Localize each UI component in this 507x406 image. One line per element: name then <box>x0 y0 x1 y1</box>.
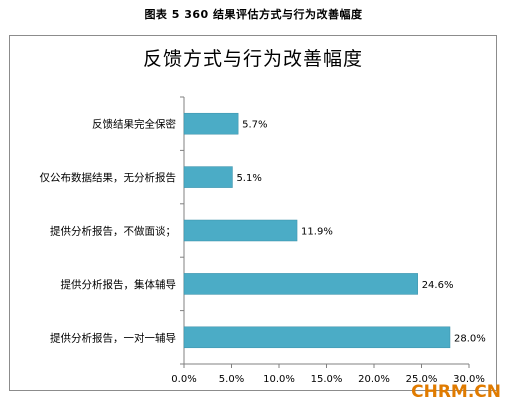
category-label: 反馈结果完全保密 <box>92 118 176 131</box>
bar <box>183 219 298 242</box>
data-label: 5.1% <box>236 173 261 184</box>
x-tick-label: 20.0% <box>358 374 390 385</box>
x-tick-label: 5.0% <box>219 374 244 385</box>
bar <box>183 273 418 295</box>
data-label: 24.6% <box>422 280 454 291</box>
category-label: 提供分析报告，集体辅导 <box>61 278 177 291</box>
data-label: 11.9% <box>301 227 333 238</box>
category-label: 提供分析报告，不做面谈； <box>50 225 176 238</box>
x-tick-label: 15.0% <box>311 374 343 385</box>
x-tick-label: 10.0% <box>263 374 295 385</box>
bar <box>183 326 451 349</box>
x-tick-label: 30.0% <box>453 374 485 385</box>
category-label: 提供分析报告，一对一辅导 <box>50 331 176 344</box>
bar <box>183 166 233 188</box>
chart-title: 反馈方式与行为改善幅度 <box>142 48 363 70</box>
category-label: 仅公布数据结果，无分析报告 <box>40 171 177 184</box>
figure-caption: 图表 5 360 结果评估方式与行为改善幅度 <box>144 8 363 21</box>
watermark-logo: CHRM.CN <box>411 382 501 402</box>
data-label: 5.7% <box>242 120 267 131</box>
x-tick-label: 25.0% <box>406 374 438 385</box>
bar <box>183 112 239 135</box>
data-label: 28.0% <box>454 333 486 344</box>
x-tick-label: 0.0% <box>171 374 196 385</box>
